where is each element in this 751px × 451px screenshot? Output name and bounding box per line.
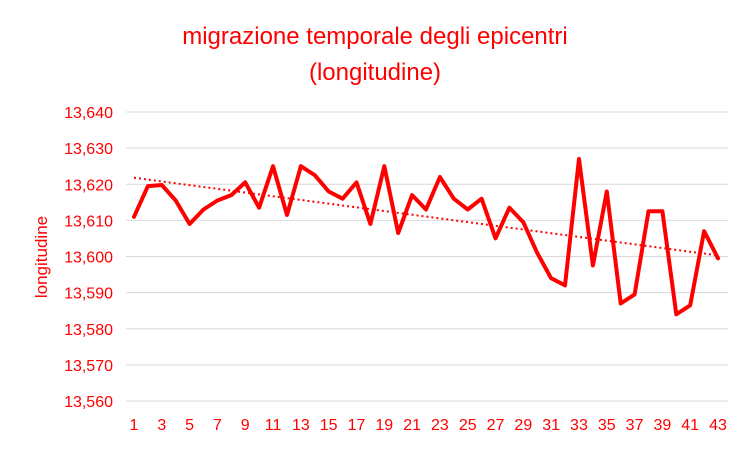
x-tick-label: 29 (514, 417, 532, 434)
y-tick-label: 13,560 (64, 394, 113, 411)
series-group (132, 157, 720, 317)
y-tick-label: 13,620 (64, 177, 113, 194)
x-tick-label: 33 (570, 417, 588, 434)
x-tick-label: 41 (681, 417, 699, 434)
x-tick-label: 15 (320, 417, 338, 434)
trendline (133, 176, 719, 257)
trendline-group (133, 176, 719, 257)
x-tick-label: 5 (185, 417, 194, 434)
y-tick-label: 13,640 (64, 105, 113, 122)
x-tick-label: 17 (348, 417, 366, 434)
x-tick-label: 25 (459, 417, 477, 434)
y-tick-label: 13,590 (64, 286, 113, 303)
x-tick-label: 9 (241, 417, 250, 434)
x-tick-labels: 1 3 5 7 9 11 13 15 17 19 21 23 25 27 29 31 33 35 37 39 41 43 (130, 417, 727, 434)
chart-title: migrazione temporale degli epicentri (182, 23, 568, 50)
y-tick-labels: 13,640 13,630 13,620 13,610 13,600 13,590 13,5… (64, 105, 113, 411)
x-tick-label: 11 (265, 417, 282, 434)
chart-subtitle: (longitudine) (309, 59, 441, 86)
y-tick-label: 13,580 (64, 322, 113, 339)
x-tick-label: 1 (130, 417, 139, 434)
x-tick-label: 37 (626, 417, 644, 434)
x-tick-label: 31 (542, 417, 560, 434)
gridlines (126, 111, 728, 402)
x-tick-label: 35 (598, 417, 616, 434)
y-tick-label: 13,570 (64, 358, 113, 375)
x-tick-label: 39 (653, 417, 671, 434)
y-tick-label: 13,630 (64, 141, 113, 158)
x-tick-label: 19 (375, 417, 393, 434)
x-tick-label: 21 (403, 417, 421, 434)
series-line (132, 157, 720, 317)
x-tick-label: 7 (213, 417, 222, 434)
x-tick-label: 43 (709, 417, 727, 434)
x-tick-label: 23 (431, 417, 449, 434)
x-tick-label: 27 (487, 417, 505, 434)
x-tick-label: 3 (157, 417, 166, 434)
y-axis-title: longitudine (32, 216, 51, 298)
x-tick-label: 13 (292, 417, 310, 434)
y-tick-label: 13,600 (64, 250, 113, 267)
y-tick-label: 13,610 (64, 213, 113, 230)
